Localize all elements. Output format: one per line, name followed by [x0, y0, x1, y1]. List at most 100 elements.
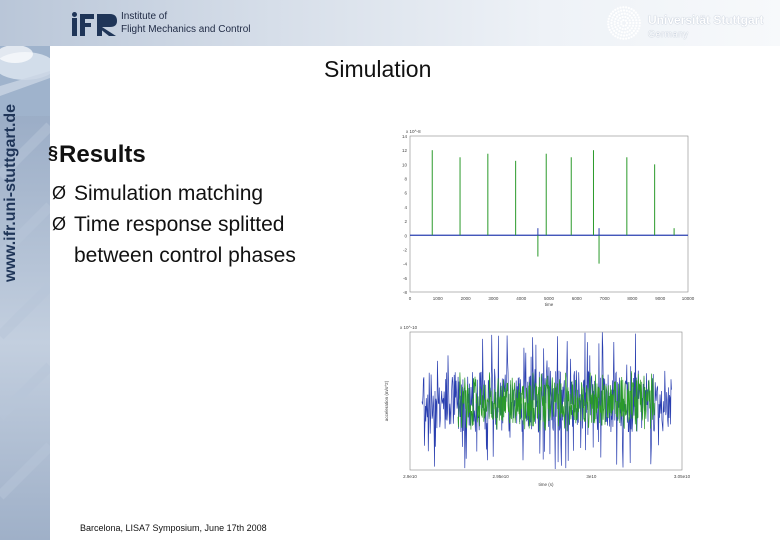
x-axis-label: time (s) [539, 482, 555, 487]
seal-dot [635, 21, 638, 25]
footer-text: Barcelona, LISA7 Symposium, June 17th 20… [80, 523, 267, 533]
seal-dot [607, 20, 610, 23]
bullet-list: Ø Simulation matching Ø Time response sp… [52, 178, 364, 271]
website-url: www.ifr.uni-stuttgart.de [2, 103, 19, 282]
section-marker: § [48, 143, 59, 163]
x-tick-label: 4000 [516, 296, 527, 301]
y-tick-label: 12 [402, 148, 408, 153]
bullet-text: Simulation matching [74, 182, 264, 205]
y-tick-label: -8 [403, 290, 407, 295]
seal-dot [631, 24, 635, 27]
seal-dot [630, 27, 633, 30]
seal-dot [630, 7, 633, 11]
seal-dot [632, 14, 635, 17]
time-response-chart: 0 1000 2000 3000 4000 5000 6000 7000 8000 9000 100… [402, 129, 695, 306]
x-axis-label: time [545, 302, 554, 306]
seal-dot [621, 15, 624, 19]
x-tick-label: 3e10 [586, 474, 597, 479]
seal-dot [637, 27, 640, 30]
seal-dot [631, 19, 635, 22]
y-tick-label: 6 [404, 191, 407, 196]
university-name: Universität Stuttgart [648, 13, 764, 27]
x-tick-label: 2.95e10 [493, 474, 510, 479]
seal-dot [611, 27, 614, 30]
header-banner: Institute of Flight Mechanics and Contro… [0, 0, 780, 46]
seal-dot [626, 26, 629, 29]
seal-dot [622, 24, 625, 28]
bullet-text: Time response splitted between control p… [74, 213, 296, 267]
seal-dot [634, 16, 637, 19]
seal-dot [625, 34, 628, 37]
seal-dot [630, 35, 633, 39]
seal-dot [626, 13, 629, 16]
seal-dot [619, 6, 622, 9]
seal-dot [617, 10, 620, 13]
seal-dot [630, 31, 633, 34]
ifr-logo-icon [72, 12, 117, 36]
sky-photo-image [0, 46, 50, 116]
x-tick-label: 1000 [433, 296, 444, 301]
seal-dot [636, 13, 639, 16]
seal-dot [613, 23, 616, 26]
acceleration-chart: 2.9e10 2.95e10 3e10 3.05e10 time (s) accelera… [384, 325, 691, 487]
seal-dot [634, 11, 637, 14]
seal-dot [622, 37, 625, 40]
seal-dot [607, 26, 610, 29]
seal-dot [616, 7, 619, 10]
seal-dot [608, 15, 611, 18]
seal-dot [622, 9, 626, 12]
seal-dot [632, 34, 635, 37]
seal-dot [624, 24, 627, 27]
seal-dot [614, 8, 617, 11]
y-tick-label: 2 [404, 219, 407, 224]
y-tick-label: -2 [403, 247, 407, 252]
seal-dot [620, 9, 623, 12]
y-tick-label: 14 [402, 134, 408, 139]
seal-dot [625, 9, 628, 12]
seal-dot [627, 36, 630, 40]
seal-dot [629, 21, 632, 25]
seal-dot [610, 24, 613, 27]
seal-dot [628, 33, 631, 36]
seal-dot [616, 21, 619, 25]
y-axis-label: acceleration (m/s^2) [384, 380, 389, 421]
bullet-item: Ø Simulation matching [52, 178, 364, 209]
seal-dot [638, 21, 641, 25]
seal-dot [627, 6, 630, 10]
seal-dot [632, 29, 635, 32]
seal-dot [637, 16, 640, 19]
x-tick-label: 6000 [572, 296, 583, 301]
seal-dot [614, 17, 617, 21]
strip-pattern [0, 122, 50, 500]
green-noise-trace [457, 371, 655, 432]
x-tick-label: 8000 [627, 296, 638, 301]
seal-dot [625, 37, 628, 40]
seal-dot [616, 36, 619, 39]
seal-dot [624, 15, 627, 19]
seal-dot [607, 17, 610, 20]
seal-dot [614, 25, 617, 29]
y-exponent-label: x 10^-10 [400, 325, 418, 330]
y-tick-label: -4 [403, 262, 407, 267]
seal-dot [632, 21, 635, 25]
seal-dot [638, 19, 641, 22]
seal-dot [621, 27, 624, 31]
seal-dot [616, 15, 619, 18]
seal-dot [622, 6, 625, 9]
seal-dot [628, 29, 631, 32]
seal-dot [635, 19, 638, 22]
institute-name: Institute of Flight Mechanics and Contro… [121, 10, 251, 36]
seal-dot [610, 19, 613, 22]
seal-dot [630, 12, 633, 15]
seal-dot [622, 34, 626, 37]
section-heading-text: Results [59, 141, 146, 168]
x-tick-label: 9000 [655, 296, 666, 301]
seal-dot [620, 12, 624, 15]
seal-dot [611, 33, 615, 36]
seal-dot [628, 10, 631, 13]
x-tick-label: 0 [409, 296, 412, 301]
x-tick-label: 3.05e10 [674, 474, 691, 479]
seal-dot [628, 14, 631, 17]
x-tick-label: 2000 [461, 296, 472, 301]
seal-dot [625, 21, 629, 25]
